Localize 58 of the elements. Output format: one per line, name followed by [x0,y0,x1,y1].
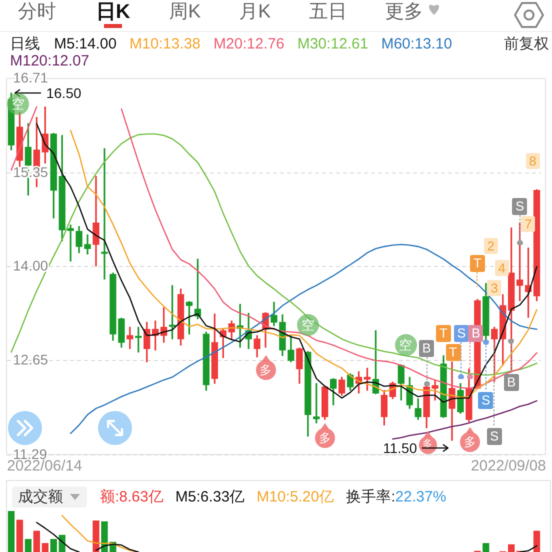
annotation: S [490,428,499,444]
text: 更多 [385,2,423,22]
text: M5:6.33亿 [175,488,245,506]
annotation: T [440,326,448,340]
series-label: 额:8.63亿 [100,488,164,506]
text: M20:12.76 [213,36,284,52]
annotation: T [473,256,482,270]
annotation: 空 [301,318,314,332]
annotation: 8 [529,154,536,168]
annotation: 11.50 [383,440,417,456]
annotation: S [482,392,490,408]
annotation: 空 [399,338,412,352]
y-tick-label: 12.65 [13,351,48,368]
candlestick [101,148,108,280]
dropdown-field: 成交额 [12,486,87,508]
text: M10:5.20亿 [256,488,334,506]
annotation: 16.50 [46,84,82,101]
text: M60:13.10 [381,36,452,52]
text: 日K [96,1,130,23]
text: 月K [239,2,271,22]
bar [33,530,40,552]
text: 周K [169,2,201,22]
annotation: 多 [260,363,272,377]
bar [16,520,24,552]
annotation: B [472,326,480,340]
bar [8,511,15,552]
text: 换手率: [346,488,396,506]
bar [42,543,48,552]
annotation: 多 [464,435,476,449]
annotation: B [506,374,516,390]
text: 前复权 [504,36,549,52]
chart-title: 日线 [10,36,40,52]
text: 2022/09/08 [470,458,546,474]
bar [50,538,57,552]
text: 五日 [309,2,347,22]
y-tick-label: 16.71 [13,69,48,86]
text: 2022/06/14 [7,458,82,474]
bar [508,544,515,552]
annotation: 3 [490,280,498,296]
text: M30:12.61 [297,36,368,52]
annotation: S [457,326,466,340]
text: M10:13.38 [130,36,200,52]
annotation: B [422,340,431,356]
bar [92,520,100,552]
bar [24,538,32,552]
text: 22.37% [395,488,446,506]
annotation: 多 [318,431,331,445]
annotation: 4 [498,260,506,276]
y-tick-label: 14.00 [13,258,48,274]
text: M120:12.07 [10,52,90,70]
annotation: S [515,198,524,214]
annotation: T [449,344,457,360]
text: 分时 [18,2,56,22]
annotation: 7 [524,216,532,232]
bar [533,530,540,552]
annotation: 2 [487,238,495,254]
bar [482,543,490,552]
text: M5:14.00 [54,36,117,52]
